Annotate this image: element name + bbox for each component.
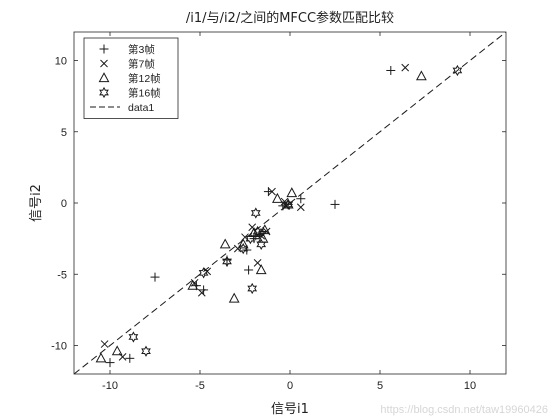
data-point xyxy=(197,288,206,297)
plot-clip-group xyxy=(74,32,506,374)
data-point xyxy=(268,187,276,196)
data-point xyxy=(296,203,305,212)
data-point xyxy=(271,192,283,203)
data-point xyxy=(259,224,271,235)
x-tick-label: 0 xyxy=(287,380,293,392)
plot-layer xyxy=(74,32,506,374)
series-4 xyxy=(128,64,463,357)
data-point xyxy=(386,65,396,75)
y-tick-label: 0 xyxy=(61,198,67,210)
data-point xyxy=(198,267,209,279)
legend-label: data1 xyxy=(128,102,154,114)
x-tick-label: -10 xyxy=(102,380,118,392)
data-point xyxy=(244,265,254,275)
data-point xyxy=(111,345,123,356)
legend-marker xyxy=(98,72,110,83)
data-point xyxy=(238,242,249,255)
data-point xyxy=(247,282,258,295)
data-point xyxy=(452,64,463,77)
x-tick-label: -5 xyxy=(195,380,205,392)
data-point xyxy=(100,340,109,348)
data-point xyxy=(141,345,151,357)
y-tick-label: -10 xyxy=(51,341,67,353)
legend-label: 第7帧 xyxy=(128,58,155,71)
data-point xyxy=(330,199,340,209)
data-point xyxy=(280,197,289,206)
data-point xyxy=(128,331,139,343)
data-point xyxy=(249,234,259,244)
y-tick-label: -5 xyxy=(57,269,67,281)
data-point xyxy=(150,272,160,282)
ticks-layer: -10 -5 0 5 10 -10 -5 0 5 10 xyxy=(51,32,506,392)
legend-box xyxy=(83,37,179,119)
data-point xyxy=(245,233,256,245)
data-point xyxy=(95,352,107,363)
data-point xyxy=(237,238,249,249)
legend-label: 第12帧 xyxy=(128,72,161,85)
data-point xyxy=(286,187,298,198)
data-point xyxy=(219,238,231,249)
data-point xyxy=(190,278,199,287)
data-point xyxy=(222,255,232,268)
legend-marker xyxy=(99,86,109,99)
data-point xyxy=(228,292,240,303)
y-tick-label: 5 xyxy=(61,127,67,139)
x-tick-label: 5 xyxy=(377,380,383,392)
data-point xyxy=(256,238,267,250)
data-point xyxy=(401,63,410,72)
data-point xyxy=(199,285,209,295)
data-point xyxy=(250,207,261,219)
data-point xyxy=(252,225,263,238)
data-point xyxy=(187,279,199,290)
watermark: https://blog.csdn.net/taw19960426 xyxy=(380,404,548,416)
data-point xyxy=(191,281,201,291)
legend-label: 第3帧 xyxy=(128,43,155,56)
chart-title: /i1/与/i2/之间的MFCC参数匹配比较 xyxy=(186,10,394,26)
x-tick-label: 10 xyxy=(464,380,476,392)
legend-marker xyxy=(100,59,108,68)
data-point xyxy=(296,194,306,204)
data-point xyxy=(283,198,294,211)
x-axis-label: 信号i1 xyxy=(271,402,309,417)
data-point xyxy=(105,358,115,368)
legend-marker xyxy=(99,44,109,54)
y-tick-label: 10 xyxy=(55,56,67,68)
data-point xyxy=(253,258,262,267)
data-point xyxy=(255,264,267,275)
data-point xyxy=(415,70,427,81)
y-axis-label: 信号i2 xyxy=(29,184,44,222)
legend-label: 第16帧 xyxy=(128,87,161,100)
data-point xyxy=(125,353,135,363)
